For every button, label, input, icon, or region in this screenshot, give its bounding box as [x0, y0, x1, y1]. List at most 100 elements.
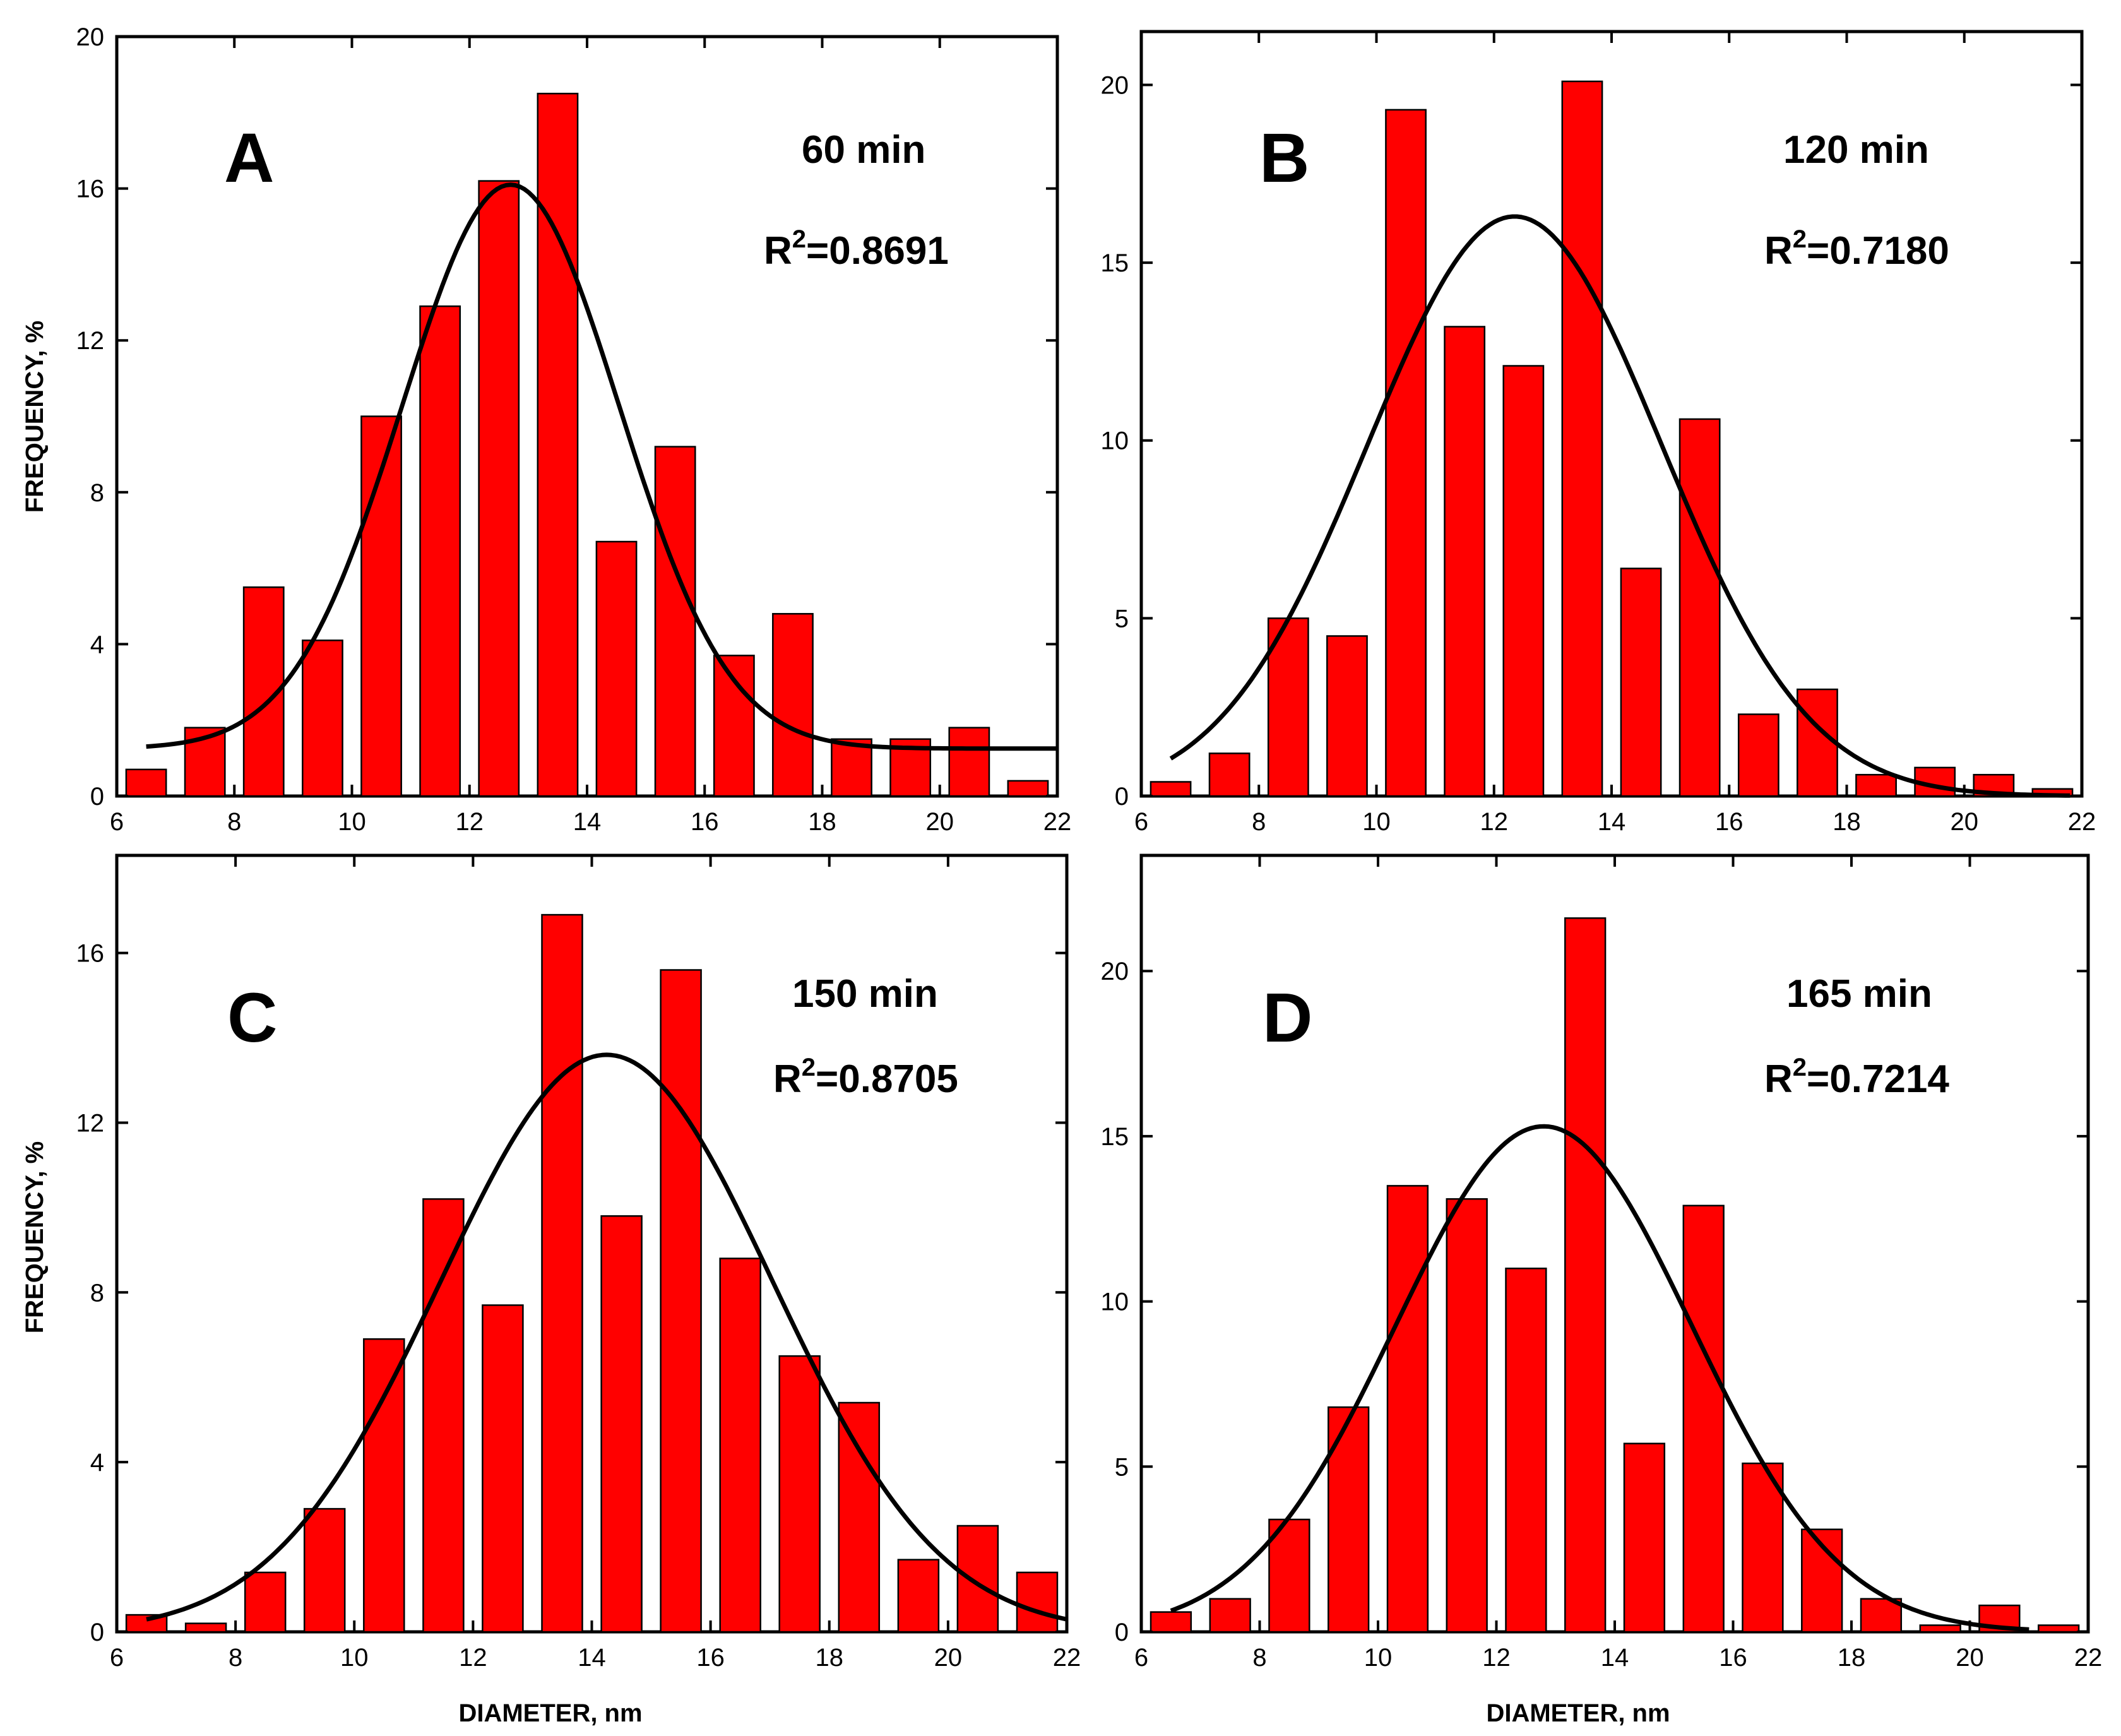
panel-b-r2-label: R2=0.7180 [1764, 225, 1949, 273]
panel-b-bar-11 [1737, 713, 1779, 797]
panel-c-bar-5 [363, 1338, 405, 1633]
panel-c-x-tick-label-22: 22 [1053, 1644, 1081, 1672]
panel-c-x-tick-label-10: 10 [340, 1644, 369, 1672]
panel-c-bar-4 [303, 1507, 346, 1633]
panel-c-bar-13 [838, 1401, 881, 1633]
panel-b-x-tick-label-20: 20 [1951, 808, 1979, 836]
panel-c-y-tick-label-16: 16 [76, 940, 105, 968]
panel-d-x-tick-label-8: 8 [1252, 1644, 1266, 1672]
panel-a-bar-7 [478, 180, 520, 797]
panel-a-axis-ticks: 6 8 10 12 14 16 18 20 22 0 4 8 12 16 20 [76, 23, 1072, 836]
panel-d-x-tick-label-14: 14 [1601, 1644, 1629, 1672]
panel-c-bars [125, 913, 1059, 1633]
panel-a-bar-8 [537, 92, 579, 797]
panel-d-x-axis-label: DIAMETER, nm [1486, 1699, 1670, 1727]
panel-b-y-tick-label-15: 15 [1101, 249, 1129, 277]
panel-a-bar-15 [948, 727, 990, 797]
panel-b-bar-4 [1326, 635, 1368, 797]
panel-d-bar-7 [1505, 1268, 1547, 1633]
panel-b-y-tick-label-5: 5 [1115, 605, 1129, 633]
panel-d-y-tick-label-5: 5 [1115, 1453, 1129, 1481]
panel-b-bar-12 [1797, 688, 1838, 797]
panel-c-y-tick-label-0: 0 [90, 1619, 104, 1646]
panel-d-bar-1 [1150, 1611, 1192, 1633]
panel-b-x-tick-label-8: 8 [1252, 808, 1266, 836]
panel-c-r2-label: R2=0.8705 [773, 1054, 958, 1101]
panel-a-y-tick-label-8: 8 [90, 479, 104, 507]
panel-b-bar-1 [1150, 781, 1192, 797]
panel-b: 6 8 10 12 14 16 18 20 22 0 5 10 15 20 B 120 min R2=0.… [1101, 30, 2096, 836]
panel-c-bar-7 [482, 1304, 524, 1633]
panel-b-bar-6 [1444, 326, 1486, 797]
panel-a-x-tick-label-8: 8 [227, 808, 241, 836]
panel-c-x-tick-label-20: 20 [934, 1644, 963, 1672]
panel-a-bar-1 [125, 768, 167, 797]
panel-b-bar-9 [1620, 568, 1662, 797]
panel-c-x-tick-label-14: 14 [578, 1644, 606, 1672]
panel-b-bar-13 [1855, 773, 1897, 797]
panel-a-x-tick-label-16: 16 [691, 808, 719, 836]
panel-c-bar-14 [897, 1559, 940, 1633]
panel-b-x-tick-label-6: 6 [1134, 808, 1148, 836]
panel-b-x-tick-label-12: 12 [1480, 808, 1509, 836]
panel-a-bar-10 [654, 446, 696, 797]
panel-d-x-tick-label-18: 18 [1838, 1644, 1866, 1672]
panel-a-x-tick-label-10: 10 [338, 808, 366, 836]
panel-c-x-tick-label-12: 12 [459, 1644, 487, 1672]
panel-d-y-tick-label-20: 20 [1101, 958, 1129, 985]
panel-b-x-tick-label-10: 10 [1362, 808, 1391, 836]
panel-b-axis-ticks: 6 8 10 12 14 16 18 20 22 0 5 10 15 20 [1101, 32, 2096, 836]
panel-c-x-tick-label-8: 8 [229, 1644, 242, 1672]
panel-b-letter: B [1259, 119, 1309, 197]
panel-c-axis-ticks: 6 8 10 12 14 16 18 20 22 0 4 8 12 16 [76, 855, 1081, 1672]
panel-c-x-tick-label-16: 16 [696, 1644, 725, 1672]
panel-b-bar-10 [1678, 418, 1721, 797]
panel-a-bar-16 [1007, 780, 1049, 797]
panel-a-x-tick-label-20: 20 [926, 808, 954, 836]
panel-b-bar-3 [1267, 617, 1309, 797]
panel-a-gaussian-fit-curve [146, 182, 1057, 751]
panel-a-y-tick-label-0: 0 [90, 783, 104, 811]
panel-d-y-tick-label-15: 15 [1101, 1123, 1129, 1151]
panel-d-plot-frame [1139, 853, 2090, 1634]
panel-d-x-tick-label-20: 20 [1956, 1644, 1984, 1672]
panel-a-bar-4 [302, 639, 343, 797]
panel-d-x-tick-label-12: 12 [1482, 1644, 1511, 1672]
panel-d-x-tick-label-10: 10 [1364, 1644, 1393, 1672]
panel-c-bar-3 [244, 1571, 287, 1633]
panel-c-bar-10 [660, 969, 702, 1633]
panel-d-r2-label: R2=0.7214 [1764, 1054, 1949, 1101]
panel-b-time-label: 120 min [1783, 128, 1929, 172]
panel-a-x-tick-label-6: 6 [110, 808, 124, 836]
panel-b-x-tick-label-16: 16 [1715, 808, 1744, 836]
panel-c-bar-8 [541, 913, 583, 1633]
panel-a-y-tick-label-12: 12 [76, 327, 105, 355]
panel-c-x-tick-label-18: 18 [816, 1644, 844, 1672]
panel-d-x-tick-label-16: 16 [1719, 1644, 1747, 1672]
panel-c-y-tick-label-8: 8 [90, 1279, 104, 1307]
panel-d-y-tick-label-0: 0 [1115, 1619, 1129, 1646]
panel-a-y-axis-label: FREQUENCY, % [21, 321, 49, 513]
panel-d-bar-9 [1623, 1442, 1666, 1633]
panel-c-x-axis-label: DIAMETER, nm [458, 1699, 642, 1727]
panel-d-bar-3 [1268, 1518, 1310, 1633]
panel-d-bar-5 [1386, 1185, 1429, 1633]
panel-d-x-tick-label-22: 22 [2074, 1644, 2103, 1672]
panel-c-time-label: 150 min [792, 972, 938, 1016]
panel-d-axis-ticks: 6 8 10 12 14 16 18 20 22 0 5 10 15 20 [1101, 855, 2103, 1672]
panel-a-r2-label: R2=0.8691 [764, 225, 949, 273]
panel-a-bar-6 [419, 305, 461, 797]
panel-c-x-tick-label-6: 6 [110, 1644, 124, 1672]
panel-d-y-tick-label-10: 10 [1101, 1288, 1129, 1316]
panel-b-y-tick-label-0: 0 [1115, 783, 1129, 811]
panel-c-bar-2 [184, 1622, 227, 1633]
panel-b-x-tick-label-18: 18 [1833, 808, 1861, 836]
panel-b-bar-8 [1561, 80, 1603, 797]
panel-d-bar-13 [1860, 1598, 1903, 1633]
panel-a-letter: A [224, 119, 274, 197]
panel-d-bar-8 [1564, 917, 1607, 1633]
panel-d-letter: D [1262, 979, 1312, 1057]
panel-a-bar-9 [595, 540, 638, 797]
panel-a-y-tick-label-20: 20 [76, 23, 105, 51]
